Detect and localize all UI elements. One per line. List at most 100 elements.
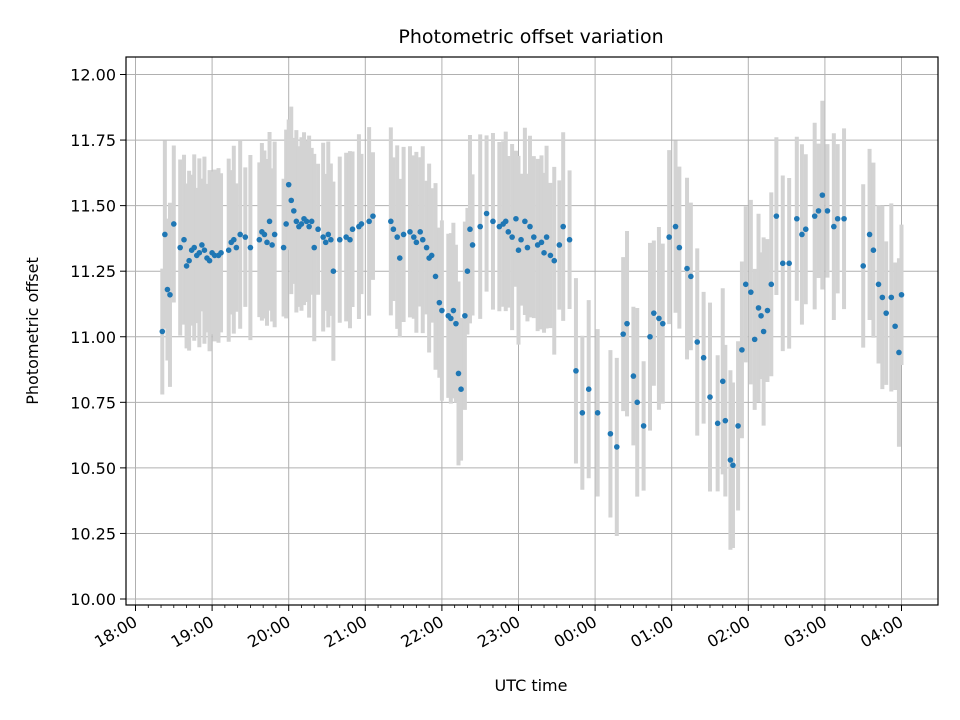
data-point (739, 347, 745, 353)
data-point (159, 328, 166, 335)
data-point (585, 386, 592, 393)
data-point (560, 223, 566, 230)
data-point (656, 315, 662, 322)
data-point (285, 181, 292, 188)
data-point (688, 273, 694, 280)
data-point (400, 231, 407, 238)
data-point (439, 307, 445, 314)
data-point (183, 263, 190, 269)
data-point (458, 386, 464, 393)
data-point (322, 239, 329, 246)
data-point (755, 305, 762, 311)
data-point (730, 462, 736, 469)
data-point (164, 286, 171, 293)
data-point (502, 218, 509, 225)
data-point (819, 192, 826, 198)
data-point (758, 312, 764, 319)
data-point (640, 423, 647, 429)
data-point (834, 215, 841, 222)
data-point (551, 257, 558, 264)
data-point (634, 399, 641, 406)
data-point (531, 234, 537, 240)
data-point (594, 410, 601, 416)
data-point (388, 218, 394, 225)
data-point (264, 239, 270, 246)
data-point (515, 247, 522, 254)
data-point (883, 310, 889, 316)
data-point (811, 213, 818, 219)
data-point (366, 218, 372, 225)
data-point (802, 226, 809, 233)
data-point (177, 244, 183, 251)
y-tick-label: 11.75 (70, 131, 116, 150)
data-point (237, 231, 243, 238)
data-point (524, 244, 531, 251)
chart-title: Photometric offset variation (398, 26, 663, 48)
data-point (764, 307, 771, 314)
data-point (328, 236, 334, 243)
data-point (556, 242, 563, 248)
data-point (879, 294, 886, 301)
data-point (666, 234, 672, 240)
data-point (624, 320, 630, 327)
data-point (896, 349, 902, 356)
data-point (450, 307, 457, 314)
data-point (196, 250, 203, 256)
data-point (786, 260, 792, 267)
data-point (773, 213, 780, 219)
data-point (370, 213, 376, 219)
data-point (620, 331, 626, 337)
y-tick-label: 11.50 (70, 197, 116, 216)
data-point (462, 312, 468, 319)
data-point (464, 268, 471, 274)
data-point (509, 234, 515, 240)
data-point (303, 218, 310, 225)
data-point (748, 289, 754, 295)
data-point (448, 315, 454, 322)
data-point (607, 430, 614, 437)
data-point (411, 234, 417, 240)
data-point (647, 333, 653, 340)
data-point (256, 236, 263, 243)
data-point (469, 242, 476, 248)
data-point (298, 221, 305, 227)
data-point (719, 378, 726, 385)
data-point (866, 231, 873, 238)
data-point (358, 221, 365, 227)
y-tick-label: 12.00 (70, 66, 116, 85)
data-point (892, 323, 898, 330)
data-point (320, 234, 326, 240)
data-point (898, 291, 905, 298)
data-point (824, 208, 831, 214)
data-point (347, 236, 353, 243)
y-tick-label: 10.75 (70, 393, 116, 412)
data-point (518, 236, 524, 243)
data-point (875, 281, 882, 288)
data-point (417, 229, 423, 235)
data-point (269, 242, 275, 248)
data-point (349, 226, 356, 233)
data-point (288, 197, 295, 204)
data-point (336, 236, 343, 243)
data-point (330, 268, 337, 274)
data-point (659, 320, 666, 327)
data-point (614, 444, 620, 450)
y-axis-ticks: 10.00 10.25 10.50 10.75 11.00 11.25 11.50 11.75… (70, 66, 126, 609)
data-point (700, 354, 707, 361)
data-point (742, 281, 749, 288)
data-point (423, 244, 430, 251)
data-point (538, 239, 545, 246)
data-point (218, 250, 224, 256)
data-point (841, 215, 847, 222)
data-point (181, 236, 187, 243)
data-point (676, 244, 683, 251)
data-point (543, 234, 550, 240)
data-point (794, 215, 800, 222)
data-point (419, 236, 426, 243)
data-point (799, 231, 805, 238)
data-point (186, 257, 192, 264)
data-point (527, 223, 533, 230)
data-point (477, 223, 484, 230)
